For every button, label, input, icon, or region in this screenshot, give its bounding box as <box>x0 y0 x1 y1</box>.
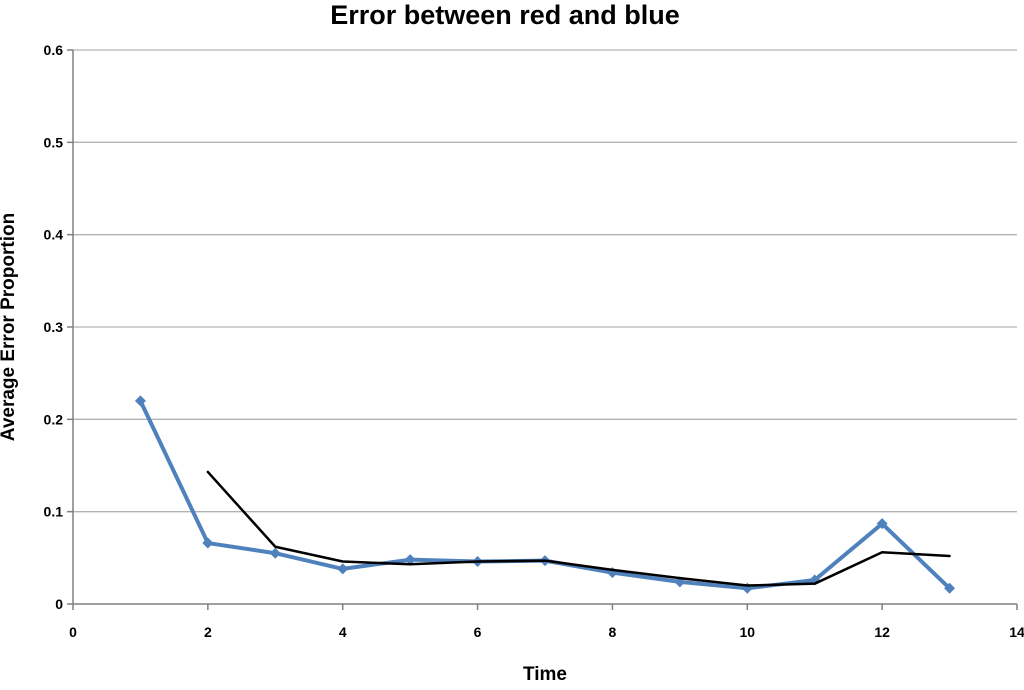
x-tick-label: 2 <box>204 624 212 640</box>
y-tick-label: 0.4 <box>44 227 64 243</box>
data-point-marker-blue <box>202 537 214 549</box>
x-tick-label: 4 <box>339 624 347 640</box>
x-tick-label: 0 <box>69 624 77 640</box>
y-axis-title: Average Error Proportion <box>0 213 19 441</box>
x-tick-label: 6 <box>474 624 482 640</box>
x-tick-label: 12 <box>874 624 890 640</box>
y-tick-label: 0.3 <box>44 319 64 335</box>
x-tick-label: 8 <box>609 624 617 640</box>
y-tick-label: 0.6 <box>44 42 64 58</box>
data-point-marker-blue <box>134 395 146 407</box>
series-line-black <box>206 470 951 587</box>
plot-area: 0 0.1 0.2 0.3 0.4 0.5 0.6 0 2 4 6 8 10 12 14 <box>44 42 1024 640</box>
data-point-marker-blue <box>337 563 349 575</box>
chart-title: Error between red and blue <box>330 0 680 30</box>
data-point-marker-blue <box>269 547 281 559</box>
y-tick-label: 0.2 <box>44 411 64 427</box>
y-tick-label: 0.5 <box>44 134 64 150</box>
y-tick-label: 0.1 <box>44 504 64 520</box>
x-axis-title: Time <box>523 664 567 685</box>
y-tick-label: 0 <box>55 596 63 612</box>
data-point-marker-blue <box>876 518 888 530</box>
data-point-marker-blue <box>404 554 416 566</box>
x-tick-label: 10 <box>739 624 755 640</box>
x-tick-label: 14 <box>1009 624 1024 640</box>
data-point-marker-blue <box>944 582 956 594</box>
